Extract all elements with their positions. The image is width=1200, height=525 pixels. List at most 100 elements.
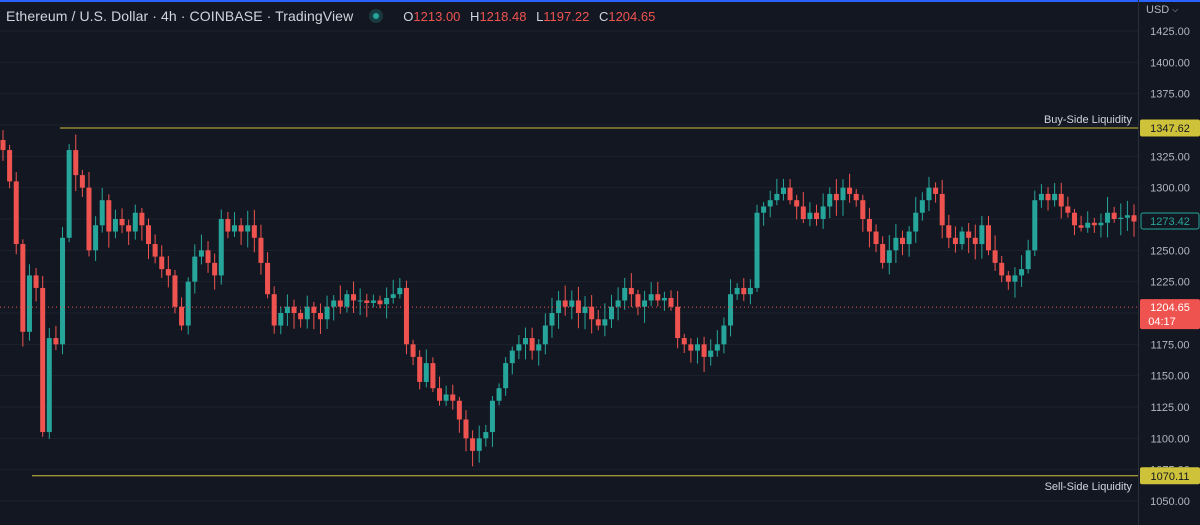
candle-body	[53, 338, 59, 345]
ohlc-values: O1213.00 H1218.48 L1197.22 C1204.65	[397, 9, 655, 24]
candle-body	[1071, 212, 1077, 226]
candle-body	[324, 306, 330, 320]
low-label: L	[536, 8, 544, 24]
candle-body	[1105, 212, 1111, 223]
candle-body	[1025, 250, 1031, 270]
candle-body	[1111, 212, 1117, 219]
candle-body	[642, 300, 648, 307]
candle-body	[351, 294, 357, 301]
candle-body	[165, 269, 171, 276]
candle-body	[225, 219, 231, 232]
price-axis-tick: 1125.00	[1151, 402, 1190, 414]
candle-body	[906, 231, 912, 245]
candle-body	[0, 140, 6, 151]
candle-body	[939, 193, 945, 226]
candle-body	[73, 150, 79, 176]
candle-body	[556, 300, 562, 313]
price-axis-tick: 1150.00	[1151, 371, 1190, 383]
candle-body	[946, 225, 952, 238]
current-price-tag: 1204.65 04:17	[1140, 299, 1200, 330]
price-axis[interactable]: 1425.00 1400.00 1375.00 1325.00 1300.00 1250.…	[1150, 26, 1190, 508]
candle-body	[437, 388, 443, 401]
candle-body	[410, 344, 416, 357]
candle-body	[608, 306, 614, 320]
candle-body	[807, 212, 813, 219]
candle-body	[761, 206, 767, 213]
candle-body	[218, 219, 224, 276]
candle-body	[628, 287, 634, 295]
candle-body	[648, 294, 654, 301]
candle-body	[747, 287, 753, 295]
candle-body	[245, 225, 251, 232]
candle-body	[384, 297, 390, 305]
candle-body	[489, 400, 495, 433]
candle-body	[992, 250, 998, 263]
candle-body	[271, 294, 277, 326]
candle-body	[93, 225, 99, 251]
symbol-title[interactable]: Ethereum / U.S. Dollar · 4h · COINBASE ·…	[6, 8, 354, 24]
candle-body	[443, 394, 449, 401]
sell-side-price: 1070.11	[1151, 471, 1190, 483]
current-price: 1204.65	[1150, 302, 1190, 314]
candle-body	[192, 256, 198, 282]
candle-body	[172, 275, 178, 307]
candle-body	[913, 212, 919, 232]
candle-body	[456, 400, 462, 420]
price-axis-tick: 1400.00	[1150, 57, 1190, 69]
candle-body	[337, 300, 343, 307]
candle-body	[933, 187, 939, 194]
candle-body	[675, 306, 681, 339]
candle-body	[562, 300, 568, 307]
currency-selector[interactable]: USD ⌵	[1146, 4, 1178, 16]
chart-legend[interactable]: Ethereum / U.S. Dollar · 4h · COINBASE ·…	[6, 6, 655, 26]
candle-body	[681, 338, 687, 345]
candle-body	[13, 181, 19, 245]
candle-body	[926, 187, 932, 201]
candle-body	[516, 344, 522, 351]
candle-body	[622, 287, 628, 301]
candle-body	[800, 206, 806, 219]
price-axis-tick: 1050.00	[1150, 496, 1190, 508]
candle-body	[602, 319, 608, 326]
candle-body	[79, 175, 85, 188]
candle-body	[132, 212, 138, 232]
candle-body	[40, 287, 46, 433]
candle-body	[7, 150, 13, 182]
price-axis-tick: 1325.00	[1150, 151, 1190, 163]
candle-body	[966, 231, 972, 238]
open-value: 1213.00	[413, 8, 461, 24]
open-label: O	[403, 8, 414, 24]
candle-body	[66, 150, 72, 238]
candle-body	[265, 262, 271, 295]
candle-body	[549, 313, 555, 326]
market-status-icon[interactable]	[369, 9, 384, 23]
price-axis-tick: 1100.00	[1151, 433, 1190, 445]
candle-body	[615, 300, 621, 307]
candle-body	[403, 287, 409, 345]
candle-body	[1131, 215, 1137, 222]
candle-body	[919, 200, 925, 213]
candle-body	[873, 231, 879, 245]
candle-body	[833, 193, 839, 201]
candle-body	[668, 297, 674, 307]
candle-body	[661, 297, 667, 301]
candle-body	[853, 193, 859, 201]
candle-body	[119, 219, 125, 226]
candle-body	[390, 294, 396, 298]
candle-body	[198, 250, 204, 257]
candle-body	[582, 306, 588, 313]
price-axis-tick: 1250.00	[1150, 245, 1190, 257]
candle-body	[1118, 217, 1124, 219]
candle-body	[476, 438, 482, 451]
candle-body	[542, 325, 548, 345]
candle-body	[972, 237, 978, 245]
candle-body	[509, 350, 515, 364]
candle-body	[1012, 275, 1018, 282]
candle-body	[999, 262, 1005, 276]
candle-body	[959, 231, 965, 245]
candle-body	[377, 300, 383, 305]
candle-body	[284, 306, 290, 313]
candle-body	[655, 294, 661, 301]
candle-body	[1124, 215, 1130, 218]
